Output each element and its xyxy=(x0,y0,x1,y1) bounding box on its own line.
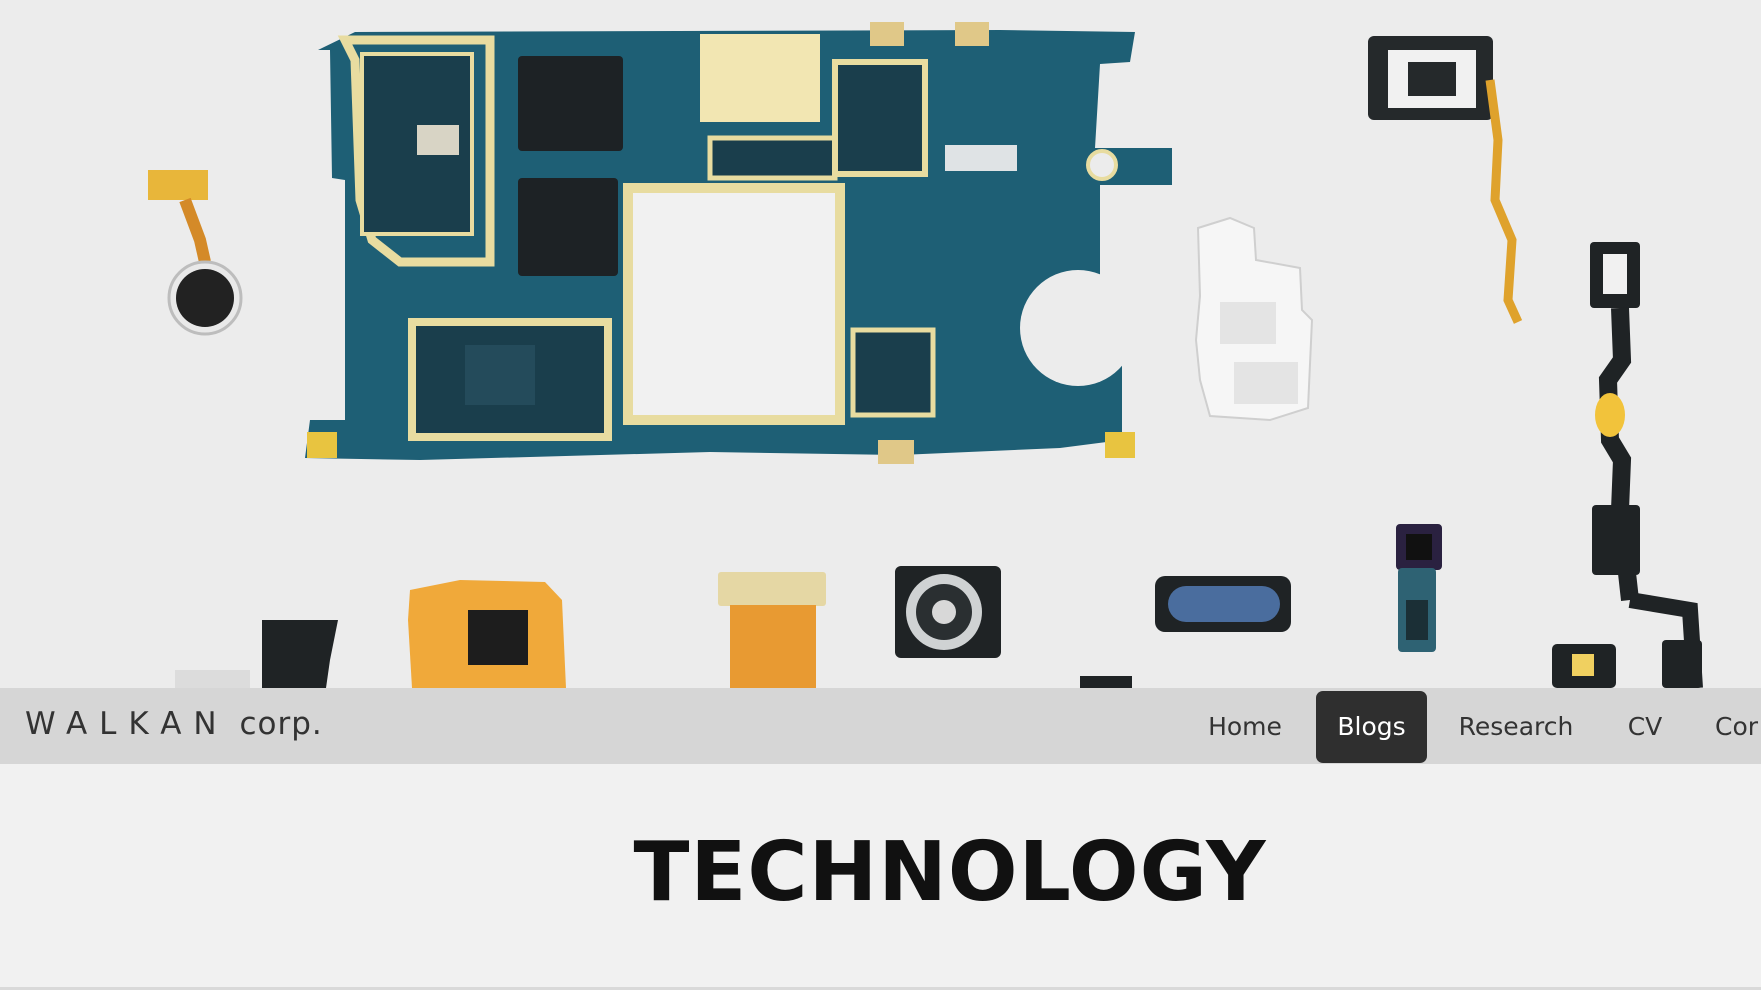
nav-research[interactable]: Research xyxy=(1458,712,1574,741)
nav-cv[interactable]: CV xyxy=(1627,712,1663,741)
nav-contact[interactable]: Cor xyxy=(1715,712,1759,741)
circuit-board-image xyxy=(305,22,1172,464)
top-navbar: WALKAN corp. Home Blogs Research CV Cor xyxy=(0,688,1761,764)
bottom-components-image xyxy=(175,566,1702,688)
hero-banner xyxy=(148,22,1703,688)
brand-suffix: corp. xyxy=(239,706,323,742)
speaker-module-image xyxy=(1368,36,1523,324)
metal-shield-image xyxy=(1194,216,1314,422)
nav-home[interactable]: Home xyxy=(1208,712,1282,741)
hero-image xyxy=(148,22,1703,688)
brand-name: WALKAN xyxy=(25,706,229,742)
nav-blogs[interactable]: Blogs xyxy=(1316,691,1427,763)
brand-logo[interactable]: WALKAN corp. xyxy=(25,706,323,742)
content-divider xyxy=(0,987,1761,990)
vibration-motor-image xyxy=(148,170,243,336)
front-camera-image xyxy=(1396,524,1442,652)
page-title: TECHNOLOGY xyxy=(633,825,1267,920)
